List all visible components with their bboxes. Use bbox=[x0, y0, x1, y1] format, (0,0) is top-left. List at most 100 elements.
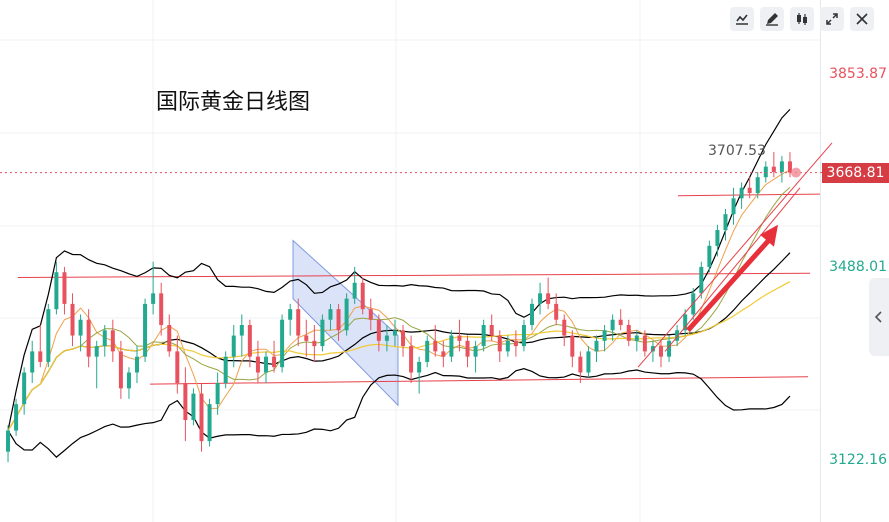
candle-body bbox=[272, 356, 277, 368]
candle-body bbox=[247, 325, 252, 357]
candle-body bbox=[602, 330, 607, 341]
candle-body bbox=[38, 351, 43, 362]
candle-body bbox=[392, 330, 397, 336]
side-panel-toggle[interactable] bbox=[869, 278, 889, 356]
candle-body bbox=[183, 383, 188, 420]
candle-body bbox=[110, 330, 115, 352]
candle-body bbox=[546, 293, 551, 304]
candle-body bbox=[360, 282, 365, 310]
candle-body bbox=[94, 346, 99, 357]
candle-body bbox=[14, 404, 19, 431]
bollinger-upper bbox=[7, 108, 791, 431]
candle-body bbox=[231, 335, 236, 357]
candle-body bbox=[54, 272, 59, 310]
candle-body bbox=[118, 351, 123, 389]
candle-body bbox=[328, 309, 333, 320]
candle-body bbox=[401, 330, 406, 347]
support-resistance-lines bbox=[17, 193, 821, 385]
candle-body bbox=[143, 303, 148, 357]
candle-body bbox=[667, 340, 672, 357]
fullscreen-button[interactable] bbox=[820, 7, 844, 31]
candle-body bbox=[658, 346, 663, 357]
price-axis-divider bbox=[820, 0, 821, 522]
candle-body bbox=[417, 361, 422, 373]
candle-body bbox=[715, 230, 720, 246]
candle-body bbox=[409, 346, 414, 373]
candle-body bbox=[70, 303, 75, 336]
trend-line-upper bbox=[637, 142, 833, 368]
candle-body bbox=[707, 245, 712, 267]
ma-mid-line bbox=[7, 186, 791, 431]
arrow-head bbox=[760, 224, 778, 247]
candle-body bbox=[642, 335, 647, 352]
indicator-icon bbox=[736, 14, 748, 25]
candle-body bbox=[296, 309, 301, 336]
current-price-dot bbox=[790, 167, 801, 178]
draw-button[interactable] bbox=[760, 7, 784, 31]
candle-body bbox=[779, 161, 784, 172]
candle-body bbox=[481, 325, 486, 347]
candle-body bbox=[239, 325, 244, 336]
candlesticks bbox=[6, 151, 792, 463]
y-tick-label: 3488.01 bbox=[829, 258, 887, 275]
candle-body bbox=[215, 383, 220, 405]
uptrend-arrow bbox=[686, 224, 778, 332]
candle-body bbox=[78, 319, 83, 336]
y-tick-label: 3122.16 bbox=[829, 452, 887, 469]
candle-body bbox=[263, 356, 268, 373]
trend-line-lower bbox=[664, 187, 801, 352]
candle-body bbox=[46, 309, 51, 362]
candle-body bbox=[22, 372, 27, 405]
arrow-shaft bbox=[686, 235, 774, 332]
candle-body bbox=[175, 351, 180, 384]
fullscreen-icon bbox=[826, 13, 838, 25]
peak-price-annotation: 3707.53 bbox=[708, 143, 766, 160]
candle-body bbox=[530, 303, 535, 325]
candle-body bbox=[465, 340, 470, 357]
candle-body bbox=[336, 309, 341, 331]
candle-body bbox=[578, 356, 583, 373]
candle-body bbox=[288, 309, 293, 320]
indicator-button[interactable] bbox=[730, 7, 754, 31]
candle-body bbox=[62, 272, 67, 304]
candle-body bbox=[191, 393, 196, 420]
candle-body bbox=[634, 335, 639, 341]
candle-body bbox=[771, 166, 776, 172]
close-button[interactable] bbox=[850, 7, 874, 31]
candle-body bbox=[223, 356, 228, 384]
chart-toolbar bbox=[730, 7, 874, 31]
candle-body bbox=[586, 351, 591, 373]
candle-body bbox=[159, 293, 164, 325]
candle-body bbox=[280, 319, 285, 368]
candle-body bbox=[167, 325, 172, 352]
candle-body bbox=[610, 319, 615, 331]
candle-body bbox=[433, 340, 438, 352]
current-price-label: 3668.81 bbox=[822, 162, 889, 183]
candle-body bbox=[126, 372, 131, 389]
moving-average-lines bbox=[7, 108, 791, 458]
candle-body bbox=[594, 340, 599, 352]
candle-body bbox=[135, 356, 140, 373]
candle-body bbox=[538, 293, 543, 304]
candle-body bbox=[368, 309, 373, 320]
candle-body bbox=[675, 330, 680, 341]
candle-body bbox=[352, 282, 357, 299]
candle-body bbox=[755, 177, 760, 194]
candle-body bbox=[199, 393, 204, 442]
candle-body bbox=[763, 166, 768, 178]
candle-body bbox=[699, 266, 704, 294]
candle-body bbox=[554, 303, 559, 320]
chevron-left-icon bbox=[874, 311, 882, 323]
ma-long-line bbox=[7, 281, 791, 431]
chart-type-button[interactable] bbox=[790, 7, 814, 31]
breakout-line bbox=[677, 193, 821, 197]
candle-body bbox=[376, 319, 381, 341]
candle-body bbox=[626, 325, 631, 341]
chart-title: 国际黄金日线图 bbox=[156, 90, 311, 115]
candle-body bbox=[151, 293, 156, 304]
candle-body bbox=[255, 356, 260, 373]
draw-pen-icon bbox=[766, 13, 778, 26]
candle-body bbox=[683, 314, 688, 331]
candle-body bbox=[650, 346, 655, 352]
candle-body bbox=[30, 351, 35, 373]
